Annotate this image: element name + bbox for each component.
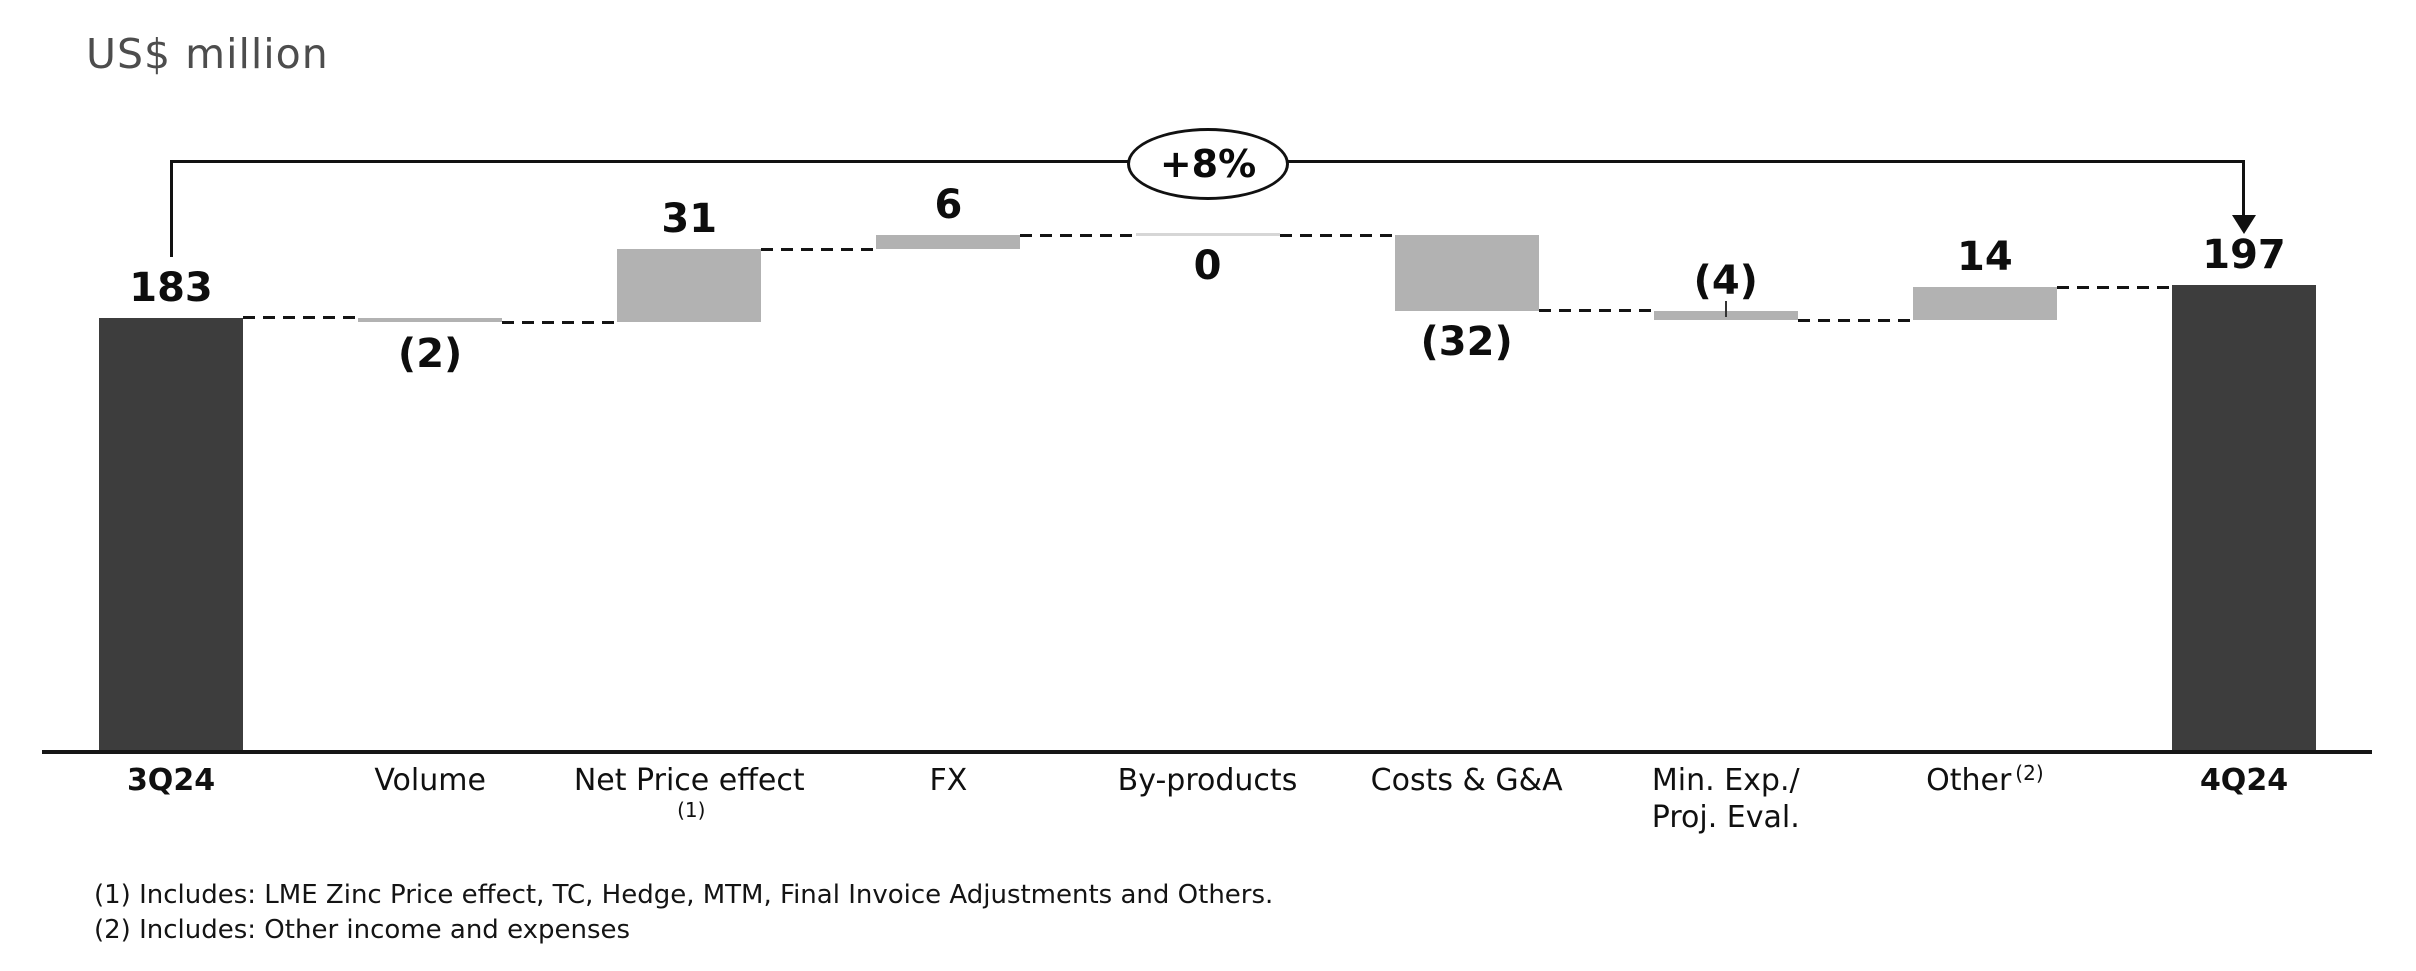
axis-label-superscript: (1) [677, 798, 706, 822]
x-axis-line [42, 750, 2372, 754]
value-label-3q24: 183 [129, 264, 213, 311]
bar-net-price-effect [617, 249, 762, 323]
bar-3q24 [99, 317, 243, 750]
footnote-1: (1) Includes: LME Zinc Price effect, TC,… [94, 880, 1274, 910]
axis-label-line: Proj. Eval. [1651, 800, 1800, 835]
connector-line [2056, 285, 2172, 289]
axis-label-text: By-products [1117, 763, 1298, 798]
axis-label-4q24: 4Q24 [2119, 762, 2369, 799]
connector-line [502, 321, 618, 324]
value-label-min-exp-proj-eval: (4) [1693, 257, 1758, 304]
axis-label-text: 4Q24 [2199, 763, 2289, 798]
connector-line [1020, 233, 1136, 237]
axis-label-text: 3Q24 [126, 763, 216, 798]
bracket-left-vertical-line [170, 160, 173, 257]
axis-label-fx: FX [823, 762, 1073, 799]
axis-label-min-exp-proj-eval: Min. Exp./Proj. Eval. [1601, 762, 1851, 836]
bar-4q24 [2172, 284, 2316, 750]
arrow-down-icon [2232, 215, 2256, 234]
value-label-by-products: 0 [1193, 243, 1222, 290]
connector-line [1538, 309, 1654, 313]
bar-by-products [1135, 233, 1280, 237]
value-label-other: 14 [1957, 234, 2013, 280]
axis-label-net-price-effect: Net Price effect(1) [564, 762, 814, 839]
axis-label-by-products: By-products [1083, 762, 1333, 799]
value-label-net-price-effect: 31 [661, 196, 718, 243]
value-label-fx: 6 [934, 182, 963, 229]
delta-percentage-label: +8% [1159, 142, 1257, 186]
bar-costs-g-a [1394, 235, 1539, 311]
footnotes: (1) Includes: LME Zinc Price effect, TC,… [94, 878, 1273, 948]
footnote-2: (2) Includes: Other income and expenses [94, 915, 631, 945]
axis-label-costs-g-a: Costs & G&A [1342, 762, 1592, 799]
delta-percentage-badge: +8% [1127, 128, 1289, 200]
value-label-volume: (2) [397, 330, 463, 377]
connector-line [1279, 233, 1395, 237]
axis-label-superscript: (2) [2015, 761, 2044, 785]
axis-label-other: Other (2) [1860, 761, 2110, 802]
connector-line [1797, 318, 1913, 322]
chart-title: US$ million [86, 30, 329, 78]
bar-volume [358, 317, 503, 323]
value-label-4q24: 197 [2202, 231, 2286, 278]
axis-label-volume: Volume [305, 762, 555, 799]
bracket-right-vertical-line [2242, 160, 2245, 216]
axis-label-text: Volume [374, 763, 486, 798]
axis-label-text: Other [1926, 763, 2012, 798]
connector-line [243, 316, 359, 320]
axis-label-text: Net Price effect [573, 763, 805, 798]
axis-label-line: Min. Exp./ [1651, 763, 1800, 798]
value-label-costs-g-a: (32) [1420, 318, 1513, 365]
connector-line [761, 247, 877, 251]
bar-other [1912, 287, 2057, 321]
label-leader-line [1724, 300, 1727, 317]
bar-fx [876, 235, 1021, 250]
axis-label-text: Costs & G&A [1370, 763, 1563, 798]
axis-label-3q24: 3Q24 [46, 762, 296, 799]
axis-label-text: FX [929, 763, 968, 798]
